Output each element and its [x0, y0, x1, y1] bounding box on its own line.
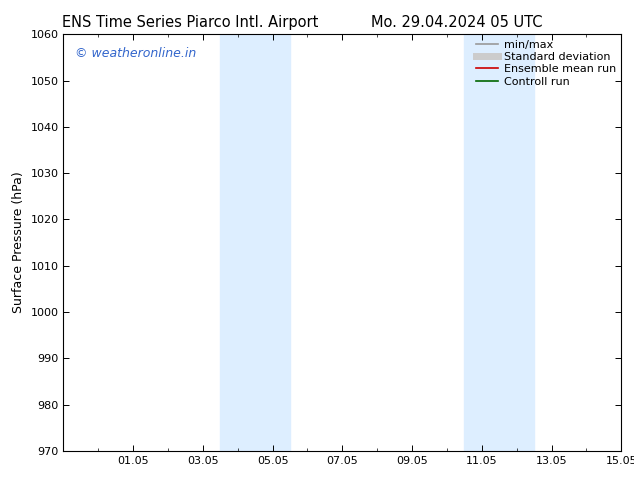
Legend: min/max, Standard deviation, Ensemble mean run, Controll run: min/max, Standard deviation, Ensemble me…: [476, 40, 616, 87]
Text: © weatheronline.in: © weatheronline.in: [75, 47, 196, 60]
Y-axis label: Surface Pressure (hPa): Surface Pressure (hPa): [12, 172, 25, 314]
Bar: [464, 34, 534, 451]
Bar: [221, 34, 290, 451]
Text: Mo. 29.04.2024 05 UTC: Mo. 29.04.2024 05 UTC: [371, 15, 542, 30]
Text: ENS Time Series Piarco Intl. Airport: ENS Time Series Piarco Intl. Airport: [62, 15, 318, 30]
